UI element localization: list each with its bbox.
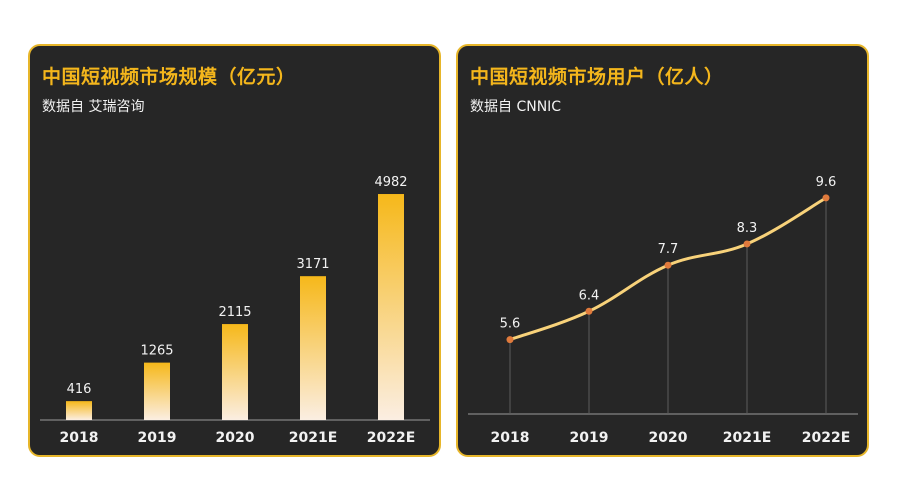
market-size-title: 中国短视频市场规模（亿元） — [42, 66, 296, 88]
line-tick-label: 2020 — [649, 430, 688, 446]
bar-tick-label: 2018 — [60, 430, 99, 446]
point-2022E — [822, 194, 830, 202]
bar-tick-label: 2021E — [289, 430, 338, 446]
bar-2022E — [378, 194, 404, 420]
market-size-source: 数据自 艾瑞咨询 — [42, 99, 145, 115]
market-users-panel: 中国短视频市场用户（亿人） 数据自 CNNIC 5.6 2018 6.4 2019 7.… — [456, 44, 869, 457]
bar-value-label: 4982 — [374, 175, 407, 190]
bar-tick-label: 2019 — [138, 430, 177, 446]
bar-2021E — [300, 276, 326, 420]
line-tick-label: 2022E — [802, 430, 851, 446]
point-value-label: 6.4 — [579, 288, 600, 303]
line-tick-label: 2019 — [570, 430, 609, 446]
bar-2018 — [66, 401, 92, 420]
bar-2020 — [222, 324, 248, 420]
bar-2019 — [144, 362, 170, 420]
point-2019 — [585, 307, 593, 315]
market-size-bar-chart: 416 2018 1265 2019 2115 2020 3171 2021E 4982 2022… — [40, 175, 430, 446]
market-users-line-chart: 5.6 2018 6.4 2019 7.7 2020 8.3 2021E 9.6 2022E — [468, 175, 858, 446]
point-value-label: 7.7 — [658, 242, 679, 257]
bar-value-label: 3171 — [296, 257, 329, 272]
line-tick-label: 2018 — [491, 430, 530, 446]
point-value-label: 5.6 — [500, 317, 521, 332]
market-users-title: 中国短视频市场用户（亿人） — [470, 66, 724, 88]
point-2020 — [664, 261, 672, 269]
bar-tick-label: 2022E — [367, 430, 416, 446]
point-2018 — [506, 336, 514, 344]
bar-tick-label: 2020 — [216, 430, 255, 446]
market-size-panel: 中国短视频市场规模（亿元） 数据自 艾瑞咨询 416 2018 1265 2019 21… — [28, 44, 441, 457]
point-value-label: 8.3 — [737, 221, 758, 236]
bar-value-label: 1265 — [140, 344, 173, 359]
point-2021E — [743, 240, 751, 248]
bar-value-label: 416 — [67, 382, 92, 397]
line-tick-label: 2021E — [723, 430, 772, 446]
market-users-source: 数据自 CNNIC — [470, 99, 562, 115]
point-value-label: 9.6 — [816, 175, 837, 190]
bar-value-label: 2115 — [218, 305, 251, 320]
